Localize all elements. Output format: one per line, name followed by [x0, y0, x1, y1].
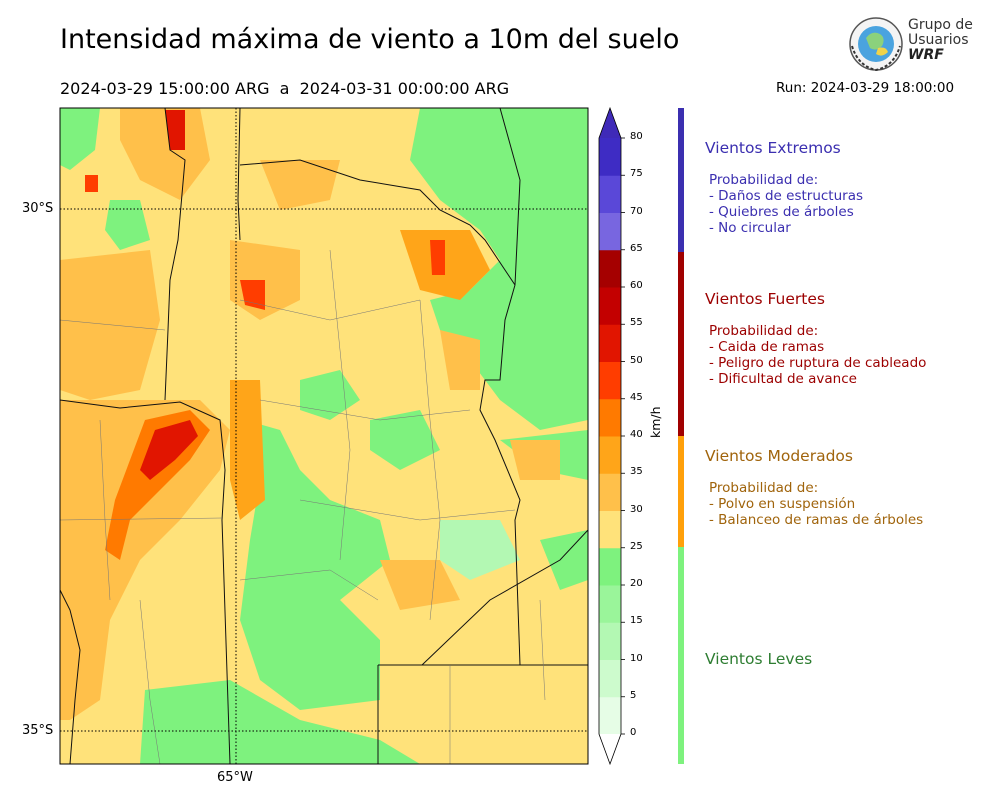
colorbar-tick-label: 50 — [630, 354, 643, 366]
province-borders — [60, 108, 588, 764]
colorbar-segment — [599, 287, 621, 325]
colorbar-tick-label: 0 — [630, 727, 637, 738]
colorbar-tick-label: 80 — [630, 131, 643, 142]
colorbar-segment — [599, 175, 621, 213]
colorbar-tick-label: 60 — [630, 280, 643, 291]
category-description-line: Probabilidad de: — [709, 323, 819, 339]
category-bar — [678, 547, 684, 764]
colorbar-segment — [599, 510, 621, 549]
colorbar-tick-label: 45 — [630, 391, 643, 403]
logo-text: Grupo de Usuarios WRF — [908, 17, 973, 63]
globe-emblem-icon — [849, 17, 903, 72]
department-borders — [60, 249, 546, 764]
colorbar-segment — [599, 622, 621, 660]
category-bar — [678, 108, 684, 252]
category-description-line: - Balanceo de ramas de árboles — [709, 512, 924, 528]
forecast-period: 2024-03-29 15:00:00 ARG a 2024-03-31 00:… — [60, 79, 510, 98]
category-bars — [678, 108, 684, 764]
colorbar-segment — [599, 436, 621, 474]
colorbar-under-arrow — [599, 734, 621, 764]
lat-label-30s: 30°S — [22, 201, 54, 216]
lat-label-35s: 35°S — [22, 723, 54, 738]
graticule — [60, 108, 588, 764]
colorbar-tick-label: 75 — [630, 168, 643, 180]
category-description-line: - Quiebres de árboles — [709, 204, 854, 220]
map-title: Intensidad máxima de viento a 10m del su… — [60, 24, 680, 55]
category-description-line: - Dificultad de avance — [709, 371, 857, 387]
colorbar-tick-label: 40 — [630, 429, 643, 440]
colorbar-segment — [599, 585, 621, 623]
category-title: Vientos Fuertes — [705, 290, 825, 308]
wrf-logo: Grupo de Usuarios WRF — [848, 16, 978, 72]
category-description-line: - Peligro de ruptura de cableado — [709, 355, 927, 371]
colorbar-tick-label: 65 — [630, 242, 643, 254]
colorbar-unit: km/h — [648, 406, 663, 438]
colorbar-over-arrow — [599, 108, 621, 138]
colorbar-segment — [599, 361, 621, 400]
category-bar — [678, 436, 684, 547]
colorbar — [598, 106, 625, 766]
colorbar-segment — [599, 547, 621, 586]
colorbar-tick-label: 20 — [630, 578, 643, 589]
category-title: Vientos Leves — [705, 650, 813, 668]
category-title: Vientos Moderados — [705, 447, 853, 465]
colorbar-tick-label: 30 — [630, 503, 643, 515]
colorbar-segment — [599, 138, 621, 176]
category-description-line: Probabilidad de: — [709, 480, 819, 496]
category-description-line: - Polvo en suspensión — [709, 496, 856, 512]
colorbar-segment — [599, 249, 621, 288]
map-frame — [59, 107, 589, 765]
colorbar-segment — [599, 324, 621, 362]
colorbar-segment — [599, 659, 621, 698]
colorbar-segment — [599, 696, 621, 735]
category-description-line: - No circular — [709, 220, 791, 236]
colorbar-tick-label: 25 — [630, 540, 643, 552]
colorbar-tick-label: 15 — [630, 615, 643, 627]
lon-label-65w: 65°W — [217, 770, 253, 785]
model-run-time: Run: 2024-03-29 18:00:00 — [776, 80, 955, 96]
colorbar-tick-label: 5 — [630, 689, 637, 701]
colorbar-segment — [599, 398, 621, 437]
category-description-line: - Caida de ramas — [709, 339, 825, 355]
category-description-line: - Daños de estructuras — [709, 188, 864, 204]
colorbar-tick-label: 35 — [630, 466, 643, 478]
colorbar-tick-label: 10 — [630, 652, 643, 664]
category-bar — [678, 252, 684, 436]
map-field — [60, 108, 588, 764]
category-title: Vientos Extremos — [705, 139, 841, 157]
colorbar-segment — [599, 212, 621, 251]
colorbar-segment — [599, 473, 621, 511]
colorbar-tick-label: 55 — [630, 317, 643, 329]
category-description-line: Probabilidad de: — [709, 172, 819, 188]
colorbar-tick-label: 70 — [630, 205, 643, 217]
